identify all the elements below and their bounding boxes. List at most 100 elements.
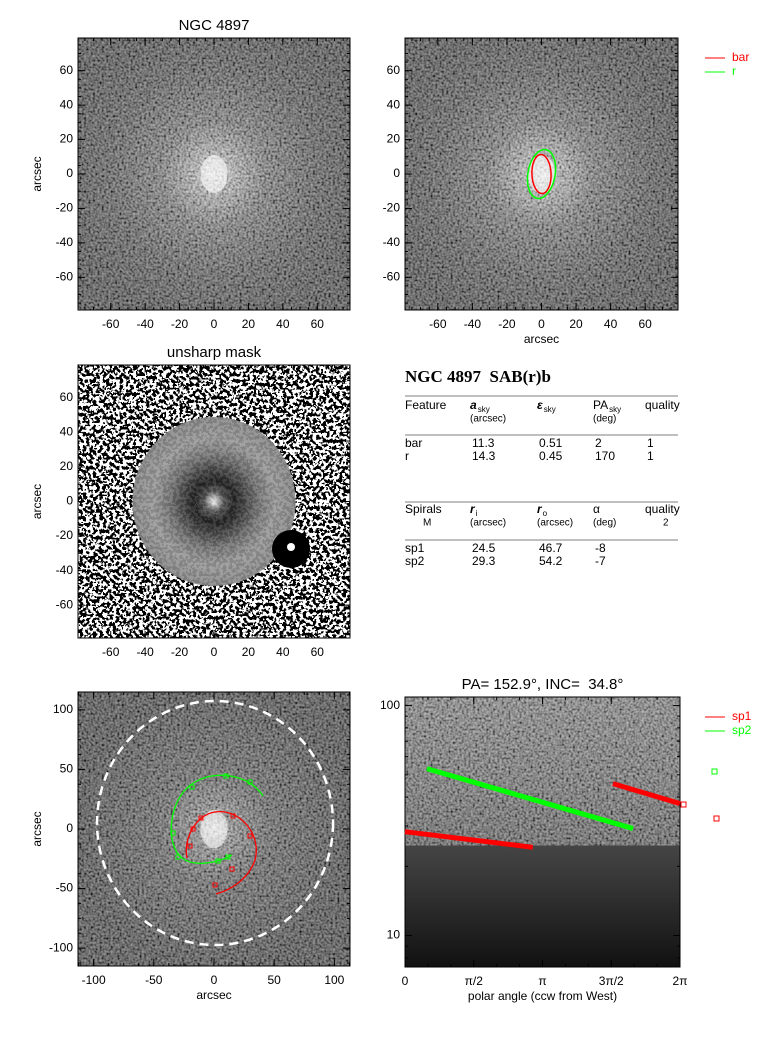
x-tick-label: -60 [102,317,120,331]
arm-point [175,854,181,860]
x-tick-label: 0 [211,317,218,331]
x-tick-label: 0 [402,974,409,988]
x-tick-label: π [538,974,546,988]
y-tick-label: -50 [56,881,74,895]
y-axis-label: arcsec [30,811,44,846]
x-tick-label: 0 [211,973,218,987]
y-tick-label: 60 [60,390,74,404]
table-header-unit: (arcsec) [470,518,506,529]
y-tick-label: -40 [56,563,74,577]
image-layer [78,38,680,967]
table-cell: r [405,449,409,463]
legend-label: r [732,64,736,78]
arm-point [225,854,231,860]
table-header: quality [645,502,680,516]
y-tick-label: 0 [393,166,400,180]
table-header-unit: (deg) [593,414,616,425]
x-tick-label: 40 [276,645,290,659]
y-tick-label: 40 [60,425,74,439]
spiral-arm [185,811,257,895]
table-header-sub: sky [544,405,556,414]
table-header: a [470,398,477,412]
x-tick-label: -20 [498,317,516,331]
y-tick-label: 40 [387,97,401,111]
x-tick-label: -60 [429,317,447,331]
table-title: NGC 4897 SAB(r)b [405,367,551,386]
masked-star-core [287,543,295,551]
legend-label: sp1 [732,709,752,723]
y-tick-label: -20 [56,528,74,542]
y-tick-label: 50 [60,762,74,776]
x-tick-label: 60 [311,645,325,659]
table-cell: sp2 [405,554,425,568]
table-header: r [537,502,543,516]
y-tick-label: -60 [383,269,401,283]
spiral-fit-line [404,781,681,850]
disk-outline [95,699,335,947]
x-tick-label: 2π [673,974,688,988]
y-tick-label: -60 [56,269,74,283]
table-cell: bar [405,436,422,450]
x-tick-label: 20 [569,317,583,331]
y-tick-label: 20 [60,132,74,146]
table-header-unit: M [423,518,431,529]
table-header: PA [593,398,608,412]
y-tick-label: 0 [66,821,73,835]
legend-label: sp2 [732,723,752,737]
y-tick-label: -20 [383,201,401,215]
galaxy-core [200,809,228,849]
y-tick-label: -100 [49,940,73,954]
x-tick-label: -100 [82,973,106,987]
x-tick-label: 0 [211,645,218,659]
table-cell: 29.3 [472,554,496,568]
table-cell: 46.7 [539,541,563,555]
table-header: r [470,502,476,516]
chart-title: NGC 4897 [179,17,250,34]
y-tick-label: 20 [387,132,401,146]
table-cell: 14.3 [472,449,496,463]
table-cell: sp1 [405,541,425,555]
x-tick-label: 3π/2 [599,974,624,988]
y-tick-label: 0 [66,494,73,508]
arm-point [230,813,236,819]
chart-title: PA= 152.9°, INC= 34.8° [462,676,624,693]
table-cell: 54.2 [539,554,563,568]
legend-label: bar [732,50,749,64]
x-tick-label: -50 [145,973,163,987]
arm-point [190,826,196,832]
y-tick-label: 10 [387,928,401,942]
x-tick-label: -40 [136,317,154,331]
table-header-unit: (arcsec) [470,414,506,425]
table-cell: 170 [595,449,615,463]
spiral-arm [170,774,264,864]
arm-point [187,843,193,849]
y-axis-label: arcsec [30,156,44,191]
image-noise [405,697,680,846]
x-tick-label: 100 [324,973,344,987]
arm-point [189,784,195,790]
x-axis-label: arcsec [196,988,231,1002]
table-header-sub: o [543,509,548,518]
x-tick-label: 60 [638,317,652,331]
marker [713,815,720,822]
x-tick-label: -20 [171,317,189,331]
arm-point [247,779,253,785]
chart-title: unsharp mask [167,344,262,361]
image [132,416,296,587]
arm-point [170,830,176,836]
table-cell: 0.51 [539,436,563,450]
arm-point [223,773,229,779]
y-tick-label: 0 [66,166,73,180]
table-header-sub: sky [478,405,490,414]
x-tick-label: -40 [464,317,482,331]
table-cell: -7 [595,554,606,568]
table-header: quality [645,398,680,412]
x-tick-label: π/2 [465,974,484,988]
arm-point [229,866,235,872]
table-header-unit: (arcsec) [537,518,573,529]
arm-point [198,815,204,821]
table-cell: 1 [647,436,654,450]
x-tick-label: 40 [604,317,618,331]
table-header: Spirals [405,502,442,516]
spiral-fit-line [426,766,634,831]
